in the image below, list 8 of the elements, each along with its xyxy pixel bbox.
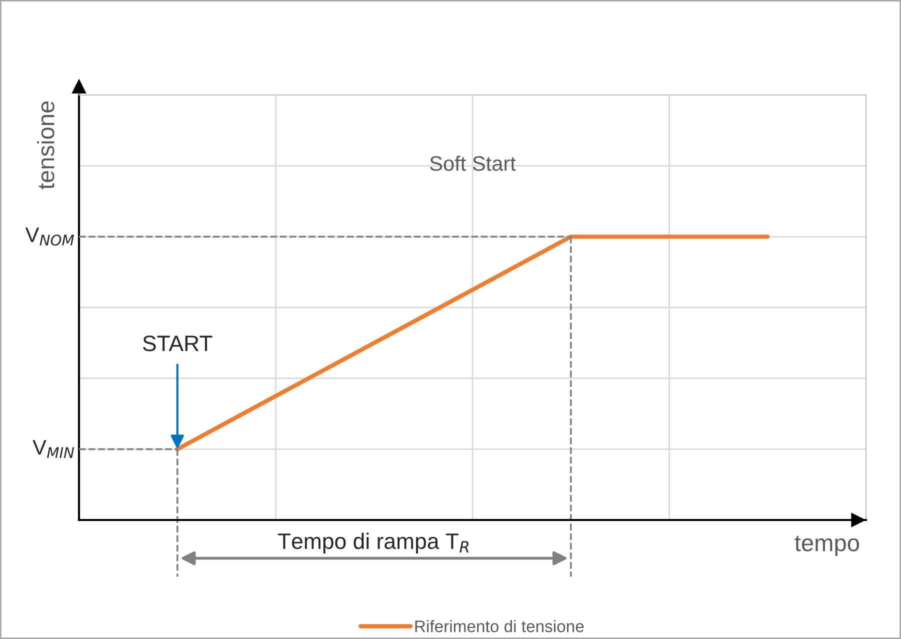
annotation: START — [142, 336, 212, 352]
text: Tempo di rampa T$_{R}$ — [278, 532, 469, 554]
x-axis-title: tempo — [794, 536, 860, 556]
y-axis-title: tensione — [36, 101, 54, 190]
legend-label: Riferimento di tensione — [415, 620, 584, 632]
ref-line-label: V$_{MIN}$ — [32, 440, 74, 458]
ref-line-label: V$_{NOM}$ — [25, 228, 74, 246]
chart-title: Soft Start — [430, 156, 516, 171]
